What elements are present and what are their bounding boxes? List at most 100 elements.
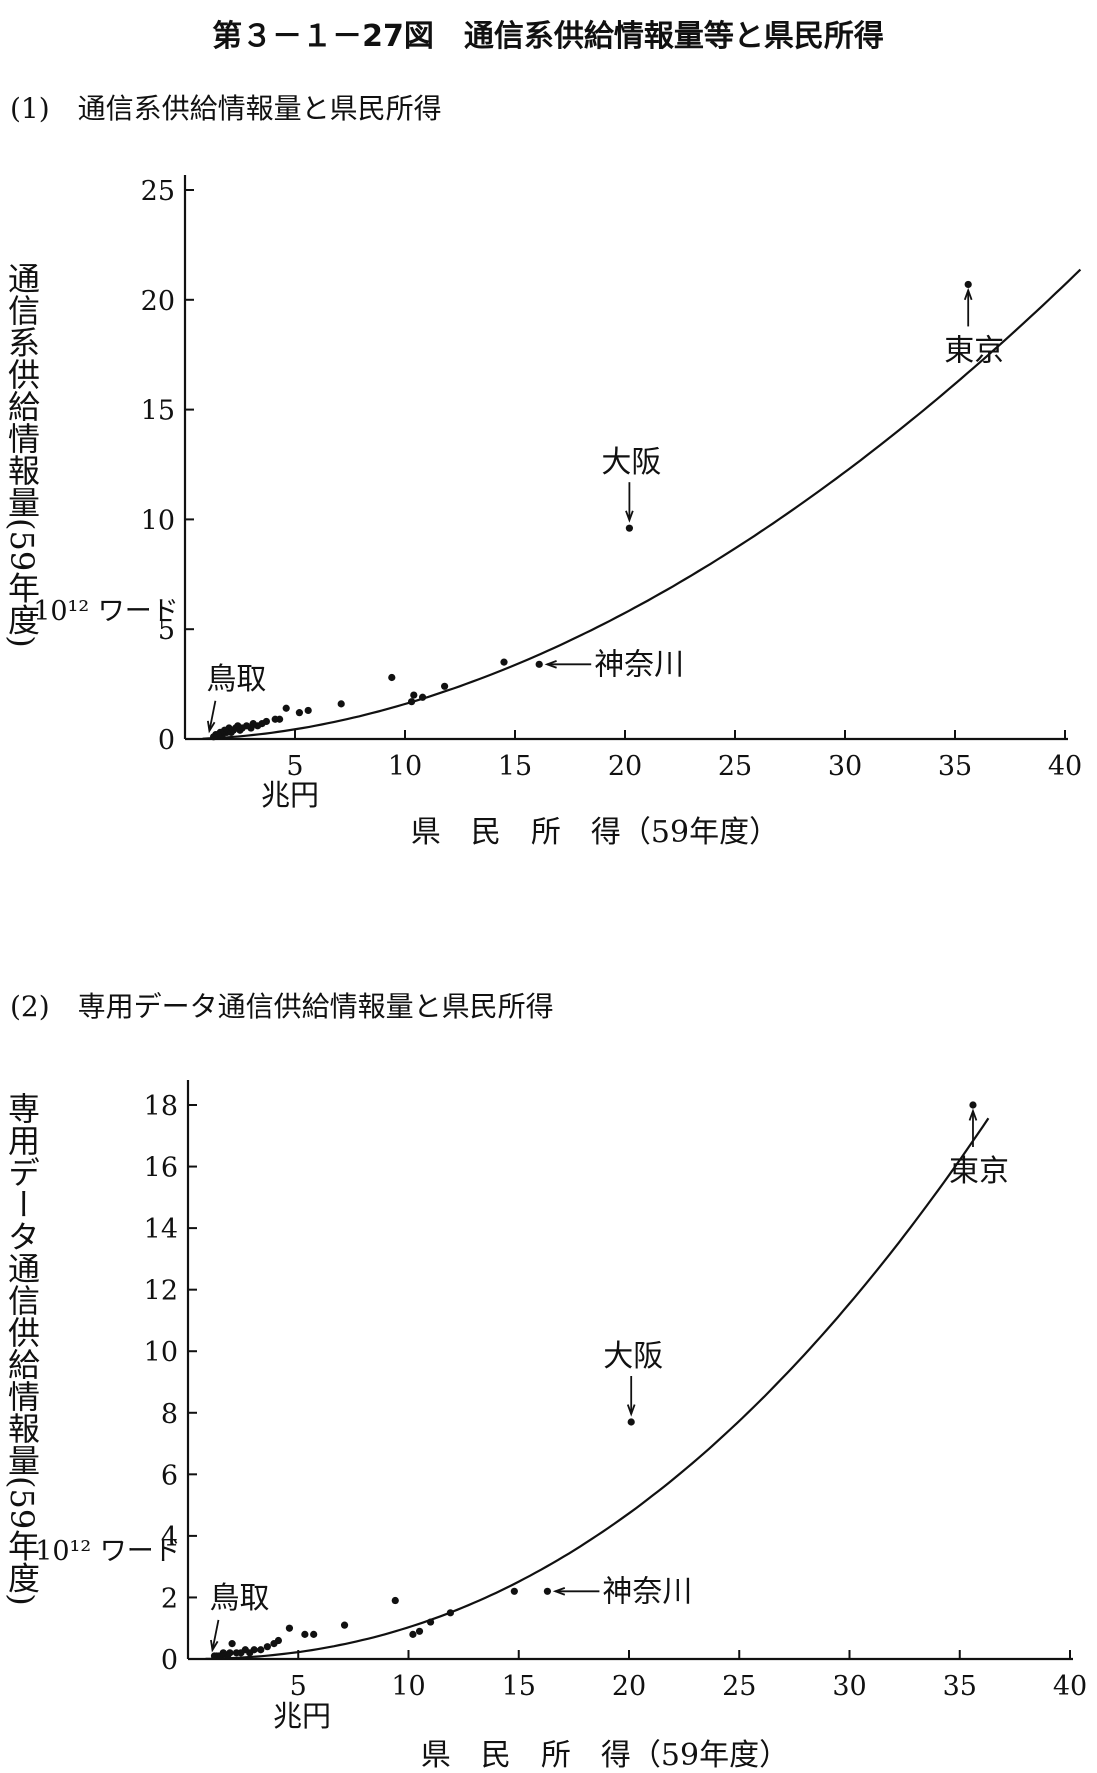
panel-1-annotation-label: 鳥取 (206, 662, 266, 697)
panel-1-annotation-arrowhead (544, 660, 557, 669)
panel-1-x-tick-label: 25 (718, 751, 752, 782)
figure-title: 第３－１－27図 通信系供給情報量等と県民所得 (212, 19, 884, 54)
panel-2-x-tick-label: 5 (290, 1671, 307, 1702)
panel-1-data-point (282, 704, 290, 712)
panel-1-data-point (304, 706, 312, 715)
panel-2-data-point (270, 1640, 278, 1648)
panel-2-annotation-arrow (211, 1619, 220, 1651)
panel-2-data-point (285, 1624, 294, 1632)
chart-panel-2: (2) 専用データ通信供給情報量と県民所得 専用データ通信供給情報量(59年度)… (3, 990, 1087, 1773)
panel-1-y-unit: 10¹² ワード (33, 596, 179, 627)
panel-1-y-tick-label: 15 (141, 396, 175, 427)
panel-2-data-point (446, 1609, 454, 1617)
panel-1-x-tick-label: 5 (286, 751, 303, 782)
panel-2-data-point (510, 1587, 518, 1595)
panel-1-y-tick-label: 5 (158, 615, 175, 646)
panel-2-y-tick-label: 8 (161, 1399, 178, 1430)
panel-2-y-tick-label: 16 (144, 1153, 178, 1184)
panel-2-title: (2) 専用データ通信供給情報量と県民所得 (10, 990, 554, 1023)
panel-1-data-point (625, 524, 634, 532)
panel-2-y-tick-label: 6 (161, 1460, 178, 1491)
panel-1-data-point (210, 733, 218, 741)
panel-2-data-point (228, 1640, 236, 1648)
panel-2-x-tick-label: 35 (943, 1671, 977, 1702)
panel-1-x-tick-label: 35 (938, 751, 972, 782)
panel-2-y-axis-label: 専用データ通信供給情報量(59年度) (3, 1092, 41, 1606)
panel-2-data-point (263, 1643, 271, 1651)
panel-1-y-axis-label: 通信系供給情報量(59年度) (3, 262, 41, 648)
panel-2-x-axis-label: 県 民 所 得（59年度） (421, 1738, 789, 1773)
panel-1-annotation-label: 神奈川 (594, 647, 684, 682)
panel-1-x-tick-label: 15 (498, 751, 532, 782)
chart-panel-1: (1) 通信系供給情報量と県民所得 通信系供給情報量(59年度) 10¹² ワー… (3, 92, 1082, 850)
panel-1-data-point (408, 698, 416, 706)
panel-1-annotation-arrowhead (963, 287, 973, 301)
panel-1-x-tick-label: 20 (608, 751, 642, 782)
panel-2-data-point (232, 1649, 241, 1657)
panel-1-data-point (441, 682, 449, 690)
panel-1-annotation-arrowhead (625, 510, 634, 523)
panel-2-data-point (969, 1101, 977, 1109)
panel-2-y-tick-label: 14 (144, 1214, 178, 1245)
panel-2-annotation-label: 鳥取 (209, 1581, 269, 1616)
panel-2-annotation-arrowhead (552, 1587, 566, 1596)
panel-2-data-point (543, 1587, 552, 1595)
panel-2-x-tick-label: 15 (502, 1671, 536, 1702)
panel-1-data-point (500, 658, 508, 666)
panel-1-fit-curve (202, 268, 1082, 740)
panel-1-x-tick-label: 40 (1048, 751, 1082, 782)
panel-2-data-point (391, 1596, 399, 1605)
panel-1-x-tick-label: 30 (828, 751, 862, 782)
panel-2-annotation-arrowhead (626, 1404, 636, 1417)
panel-1-y-tick-label: 10 (141, 505, 175, 536)
panel-2-x-tick-label: 30 (832, 1671, 866, 1702)
panel-1-data-point (964, 280, 972, 289)
panel-1-data-point (535, 660, 543, 668)
panel-2-y-tick-label: 0 (161, 1645, 178, 1676)
panel-1-data-point (295, 709, 303, 717)
panel-1-title: (1) 通信系供給情報量と県民所得 (10, 92, 442, 125)
panel-2-x-tick-label: 20 (612, 1671, 646, 1702)
panel-2-data-point (210, 1652, 219, 1660)
panel-1-data-point (337, 700, 345, 708)
panel-2-fit-curve (205, 1117, 990, 1660)
panel-2-annotation-arrowhead (210, 1639, 219, 1653)
panel-2-x-unit: 兆円 (273, 1699, 331, 1733)
panel-1-annotation-arrowhead (206, 720, 216, 734)
panel-1-data-point (410, 691, 418, 699)
panel-2-annotation-label: 神奈川 (602, 1574, 692, 1609)
panel-1-data-point (419, 693, 427, 701)
panel-2-data-point (257, 1646, 265, 1654)
panel-1-x-tick-label: 10 (388, 751, 422, 782)
panel-2-data-point (301, 1630, 309, 1638)
panel-2-data-point (415, 1627, 424, 1635)
panel-2-data-point (426, 1618, 435, 1626)
panel-1-data-point (388, 673, 396, 682)
panel-2-x-tick-label: 40 (1053, 1671, 1087, 1702)
panel-2-data-point (627, 1418, 635, 1426)
panel-1-data-point (271, 715, 279, 723)
panel-1-annotation-label: 大阪 (601, 445, 661, 480)
panel-2-x-tick-label: 10 (391, 1671, 425, 1702)
panel-2-data-point (310, 1630, 318, 1638)
panel-1-y-tick-label: 0 (158, 725, 175, 756)
panel-2-y-tick-label: 12 (144, 1276, 178, 1307)
panel-2-y-tick-label: 4 (161, 1522, 178, 1553)
panel-2-annotation-arrowhead (968, 1108, 978, 1121)
panel-2-y-tick-label: 2 (161, 1583, 178, 1614)
panel-2-data-point (409, 1630, 417, 1638)
panel-1-annotation-arrow (208, 700, 217, 731)
panel-2-y-tick-label: 10 (144, 1337, 178, 1368)
panel-1-x-axis-label: 県 民 所 得（59年度） (411, 815, 779, 850)
panel-2-data-point (340, 1621, 349, 1629)
panel-2-annotation-label: 東京 (949, 1154, 1009, 1189)
panel-1-x-unit: 兆円 (261, 778, 319, 812)
panel-2-y-tick-label: 18 (144, 1091, 178, 1122)
panel-2-x-tick-label: 25 (722, 1671, 756, 1702)
panel-2-annotation-label: 大阪 (603, 1339, 663, 1374)
panel-1-annotation-label: 東京 (944, 333, 1004, 368)
panel-1-y-tick-label: 20 (141, 286, 175, 317)
